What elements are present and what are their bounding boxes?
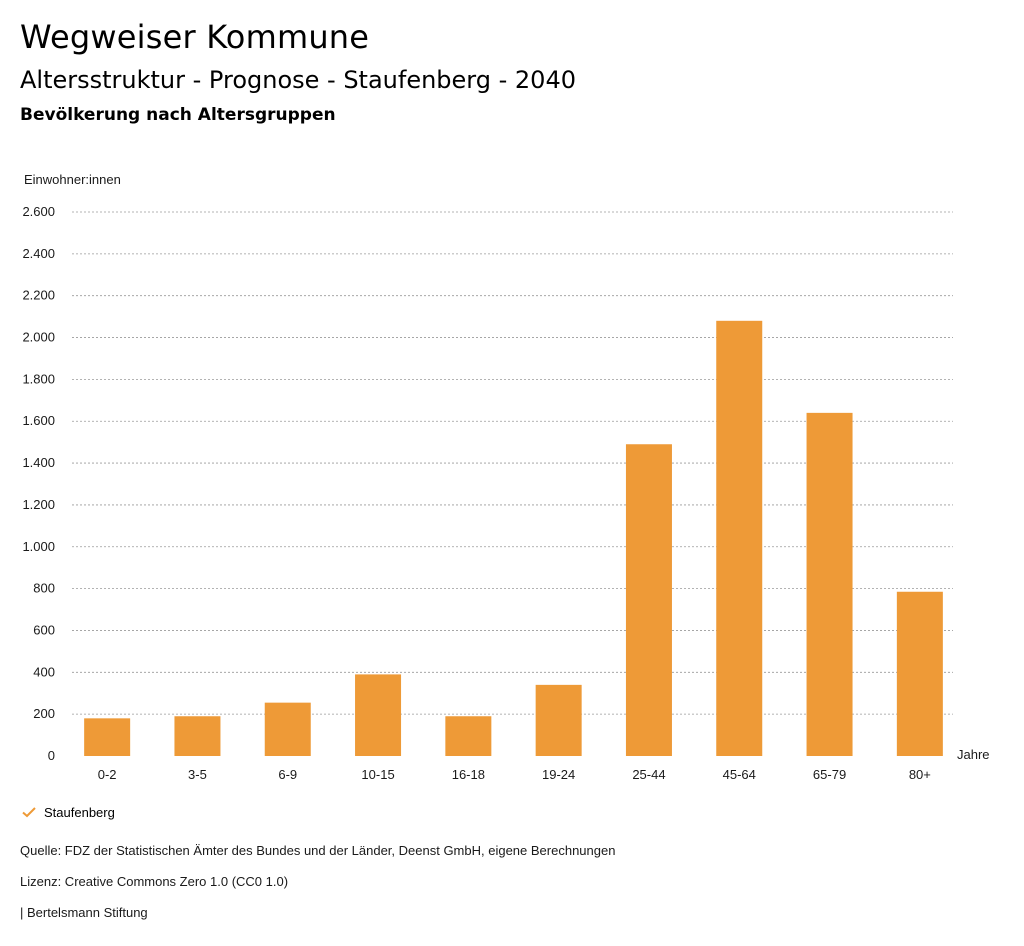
y-tick-label: 1.800 <box>22 371 55 386</box>
bar-19-24[interactable] <box>535 684 582 756</box>
license-note: Lizenz: Creative Commons Zero 1.0 (CC0 1… <box>20 874 289 889</box>
bar-45-64[interactable] <box>716 320 763 756</box>
bar-80+[interactable] <box>896 591 943 756</box>
bar-0-2[interactable] <box>84 718 131 756</box>
x-tick-label: 65-79 <box>813 767 846 782</box>
y-tick-label: 400 <box>33 664 55 679</box>
source-note: Quelle: FDZ der Statistischen Ämter des … <box>20 843 616 858</box>
x-tick-label: 0-2 <box>98 767 117 782</box>
y-tick-label: 1.000 <box>22 539 55 554</box>
bar-25-44[interactable] <box>625 444 672 756</box>
legend-label: Staufenberg <box>44 804 115 820</box>
bar-chart: Einwohner:innen Jahre 0 200 400 600 800 1.000… <box>22 172 990 782</box>
y-tick-labels: 0 200 400 600 800 1.000 1.200 1.400 1.600 1.800 2.… <box>22 204 55 763</box>
y-tick-label: 1.600 <box>22 413 55 428</box>
grid-lines <box>72 211 953 715</box>
x-tick-label: 16-18 <box>452 767 485 782</box>
y-tick-label: 2.000 <box>22 330 55 345</box>
chart-subtitle: Bevölkerung nach Altersgruppen <box>20 105 336 125</box>
x-axis-label: Jahre <box>957 747 990 762</box>
y-axis-label: Einwohner:innen <box>24 172 121 187</box>
y-tick-label: 800 <box>33 581 55 596</box>
y-tick-label: 0 <box>48 748 55 763</box>
x-tick-label: 10-15 <box>361 767 394 782</box>
x-tick-label: 45-64 <box>723 767 756 782</box>
y-tick-label: 2.600 <box>22 204 55 219</box>
x-tick-label: 80+ <box>909 767 931 782</box>
x-tick-label: 6-9 <box>278 767 297 782</box>
credit-note: | Bertelsmann Stiftung <box>20 905 148 920</box>
y-tick-label: 1.200 <box>22 497 55 512</box>
bar-6-9[interactable] <box>264 702 311 756</box>
bar-10-15[interactable] <box>355 674 402 756</box>
site-title: Wegweiser Kommune <box>20 18 370 56</box>
check-icon <box>20 803 38 821</box>
bar-65-79[interactable] <box>806 412 853 756</box>
x-tick-labels: 0-2 3-5 6-9 10-15 16-18 19-24 25-44 45-64 65-79 8… <box>98 767 931 782</box>
y-tick-label: 1.400 <box>22 455 55 470</box>
y-tick-label: 2.200 <box>22 288 55 303</box>
bar-3-5[interactable] <box>174 716 221 756</box>
y-tick-label: 200 <box>33 706 55 721</box>
x-tick-label: 3-5 <box>188 767 207 782</box>
legend-item-staufenberg[interactable]: Staufenberg <box>20 803 115 821</box>
bars <box>84 320 943 756</box>
bar-16-18[interactable] <box>445 716 492 756</box>
y-tick-label: 600 <box>33 622 55 637</box>
chart-title: Altersstruktur - Prognose - Staufenberg … <box>20 66 576 94</box>
x-tick-label: 19-24 <box>542 767 575 782</box>
y-tick-label: 2.400 <box>22 246 55 261</box>
x-tick-label: 25-44 <box>632 767 665 782</box>
